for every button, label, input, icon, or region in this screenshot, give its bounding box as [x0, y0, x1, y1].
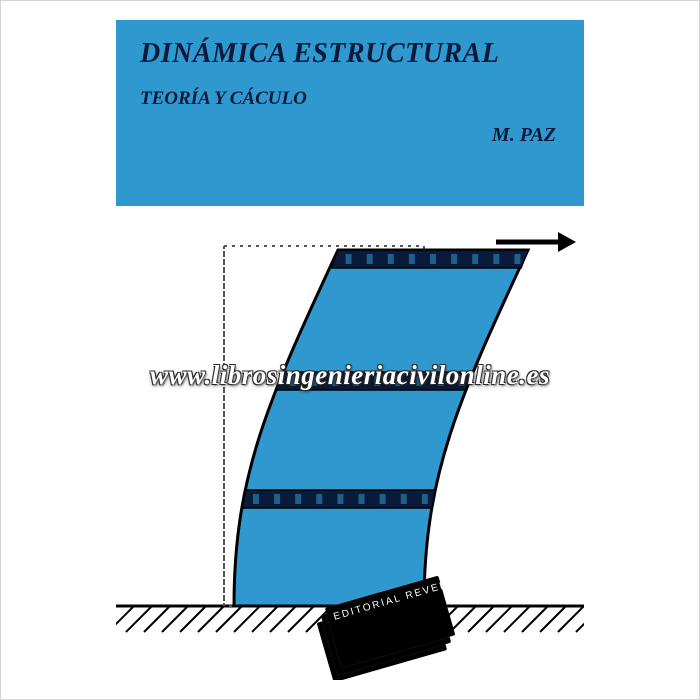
book-subtitle: TEORÍA Y CÁCULO	[140, 88, 564, 110]
cover-header: DINÁMICA ESTRUCTURAL TEORÍA Y CÁCULO M. …	[116, 20, 584, 206]
book-author: M. PAZ	[140, 124, 564, 147]
book-cover: DINÁMICA ESTRUCTURAL TEORÍA Y CÁCULO M. …	[116, 20, 584, 680]
book-title: DINÁMICA ESTRUCTURAL	[140, 38, 564, 70]
thumbnail-frame: DINÁMICA ESTRUCTURAL TEORÍA Y CÁCULO M. …	[0, 0, 700, 700]
